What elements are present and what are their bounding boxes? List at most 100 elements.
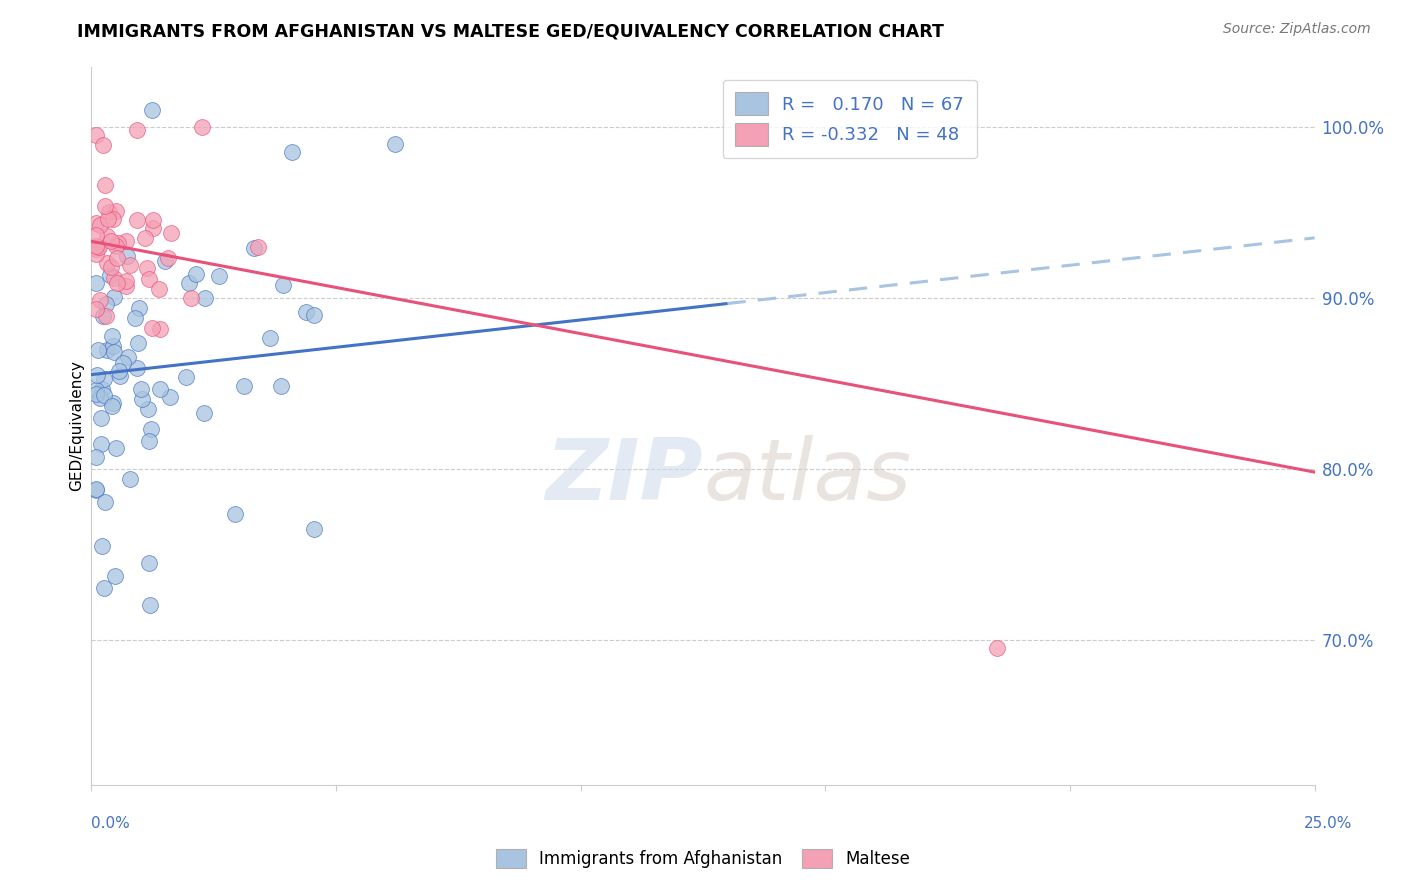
Point	[384, 136, 406, 151]
Point	[84, 384, 107, 398]
Point	[100, 399, 122, 413]
Point	[90, 410, 112, 425]
Point	[103, 290, 125, 304]
Point	[104, 569, 127, 583]
Point	[89, 391, 111, 405]
Point	[84, 302, 107, 317]
Point	[100, 234, 122, 248]
Point	[148, 283, 170, 297]
Point	[259, 331, 281, 345]
Y-axis label: GED/Equivalency: GED/Equivalency	[69, 360, 84, 491]
Point	[97, 205, 120, 219]
Point	[304, 521, 326, 535]
Point	[105, 441, 128, 455]
Point	[105, 252, 128, 266]
Point	[86, 227, 108, 242]
Point	[101, 212, 124, 227]
Point	[87, 240, 110, 254]
Point	[93, 388, 115, 402]
Point	[103, 345, 125, 359]
Point	[94, 178, 117, 192]
Point	[84, 217, 107, 231]
Point	[302, 308, 325, 322]
Point	[246, 240, 269, 254]
Legend: Immigrants from Afghanistan, Maltese: Immigrants from Afghanistan, Maltese	[489, 842, 917, 875]
Point	[93, 372, 115, 386]
Point	[87, 343, 110, 357]
Point	[101, 328, 124, 343]
Point	[142, 221, 165, 235]
Point	[84, 238, 107, 252]
Point	[142, 213, 165, 227]
Point	[194, 291, 217, 305]
Text: atlas: atlas	[703, 434, 911, 517]
Point	[103, 271, 125, 285]
Point	[87, 240, 110, 254]
Point	[105, 239, 128, 253]
Point	[233, 379, 256, 393]
Point	[100, 268, 122, 282]
Point	[94, 310, 117, 324]
Point	[242, 242, 264, 256]
Text: ZIP: ZIP	[546, 434, 703, 517]
Point	[94, 296, 117, 310]
Point	[224, 507, 246, 521]
Point	[176, 369, 198, 384]
Point	[270, 379, 292, 393]
Point	[129, 382, 152, 396]
Point	[186, 267, 208, 281]
Point	[100, 260, 122, 274]
Point	[84, 482, 107, 496]
Point	[89, 293, 111, 308]
Point	[89, 219, 111, 233]
Point	[127, 335, 149, 350]
Point	[86, 368, 108, 383]
Point	[986, 641, 1008, 656]
Point	[139, 422, 162, 436]
Point	[114, 278, 136, 293]
Point	[115, 274, 138, 288]
Point	[91, 539, 114, 553]
Point	[141, 321, 163, 335]
Point	[111, 356, 134, 370]
Point	[93, 138, 115, 153]
Point	[120, 258, 142, 272]
Point	[103, 396, 125, 410]
Point	[149, 321, 172, 335]
Point	[149, 383, 172, 397]
Point	[94, 495, 117, 509]
Point	[105, 276, 128, 290]
Point	[138, 434, 160, 448]
Point	[115, 234, 138, 248]
Point	[153, 253, 176, 268]
Point	[84, 277, 107, 291]
Point	[107, 236, 129, 251]
Point	[139, 599, 162, 613]
Text: 25.0%: 25.0%	[1305, 816, 1353, 831]
Point	[124, 310, 146, 325]
Point	[138, 272, 160, 286]
Point	[117, 249, 139, 263]
Point	[110, 369, 132, 384]
Point	[84, 246, 107, 260]
Point	[103, 339, 125, 353]
Point	[84, 128, 107, 143]
Text: Source: ZipAtlas.com: Source: ZipAtlas.com	[1223, 22, 1371, 37]
Point	[104, 204, 127, 219]
Point	[125, 212, 148, 227]
Point	[179, 277, 201, 291]
Point	[131, 392, 153, 407]
Point	[294, 305, 316, 319]
Point	[191, 120, 214, 134]
Point	[208, 268, 231, 283]
Point	[96, 229, 118, 244]
Legend: R =   0.170   N = 67, R = -0.332   N = 48: R = 0.170 N = 67, R = -0.332 N = 48	[723, 79, 977, 159]
Text: 0.0%: 0.0%	[91, 816, 131, 831]
Point	[138, 402, 160, 417]
Point	[94, 199, 117, 213]
Point	[193, 406, 215, 420]
Point	[108, 364, 131, 378]
Point	[91, 309, 114, 323]
Point	[180, 291, 202, 305]
Point	[120, 473, 142, 487]
